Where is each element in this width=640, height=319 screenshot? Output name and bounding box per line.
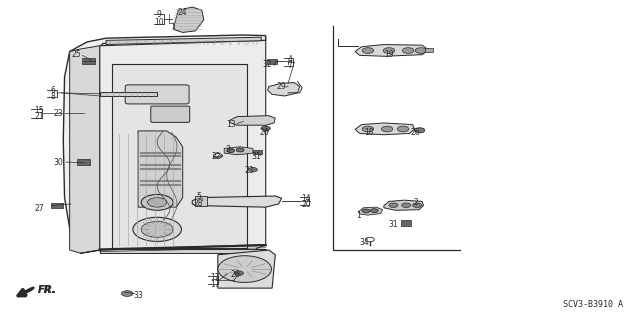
Polygon shape xyxy=(384,200,424,210)
Text: 23: 23 xyxy=(245,166,255,175)
Bar xyxy=(195,196,207,205)
Text: 23: 23 xyxy=(53,109,63,118)
Polygon shape xyxy=(173,7,204,33)
Circle shape xyxy=(234,271,243,275)
Text: 32: 32 xyxy=(263,60,273,69)
Polygon shape xyxy=(224,147,253,155)
Text: 15: 15 xyxy=(34,106,44,115)
Text: 21: 21 xyxy=(35,112,44,121)
Text: 27: 27 xyxy=(34,204,44,213)
Text: 33: 33 xyxy=(133,291,143,300)
Text: 26: 26 xyxy=(231,270,241,279)
Text: 9: 9 xyxy=(157,11,161,19)
Text: 7: 7 xyxy=(287,61,292,70)
Text: 6: 6 xyxy=(51,86,56,95)
Polygon shape xyxy=(192,196,282,207)
Polygon shape xyxy=(355,45,429,56)
Circle shape xyxy=(362,126,374,132)
Text: 31: 31 xyxy=(388,220,398,229)
Bar xyxy=(83,58,95,64)
Polygon shape xyxy=(229,116,275,125)
Bar xyxy=(267,59,277,64)
Polygon shape xyxy=(100,41,266,250)
Bar xyxy=(100,92,157,96)
Text: 25: 25 xyxy=(71,50,81,59)
Circle shape xyxy=(141,221,173,237)
Text: 3: 3 xyxy=(225,145,230,154)
Circle shape xyxy=(141,195,173,210)
Circle shape xyxy=(389,203,398,207)
Circle shape xyxy=(415,128,425,133)
Text: 4: 4 xyxy=(287,55,292,64)
Text: 10: 10 xyxy=(154,19,164,27)
Text: 24: 24 xyxy=(178,8,188,17)
Circle shape xyxy=(133,217,181,241)
Text: 17: 17 xyxy=(210,279,220,288)
Text: 30: 30 xyxy=(53,158,63,167)
Circle shape xyxy=(362,209,370,213)
Text: 1: 1 xyxy=(356,211,361,219)
Circle shape xyxy=(248,167,257,172)
Text: FR.: FR. xyxy=(38,285,57,295)
Circle shape xyxy=(413,203,422,207)
Circle shape xyxy=(122,291,133,296)
Text: FR.: FR. xyxy=(38,285,56,295)
Circle shape xyxy=(397,126,409,132)
FancyBboxPatch shape xyxy=(151,106,189,122)
Circle shape xyxy=(261,126,270,130)
Text: SCV3-B3910 A: SCV3-B3910 A xyxy=(563,300,623,309)
Polygon shape xyxy=(63,35,266,253)
Bar xyxy=(113,64,246,249)
Text: 8: 8 xyxy=(51,93,56,101)
Polygon shape xyxy=(358,207,383,215)
Text: 2: 2 xyxy=(413,198,418,207)
Bar xyxy=(77,159,90,165)
Circle shape xyxy=(403,48,414,53)
Polygon shape xyxy=(106,37,261,45)
Text: 28: 28 xyxy=(194,198,204,208)
Text: 29: 29 xyxy=(277,82,287,91)
Polygon shape xyxy=(218,250,275,288)
Text: 5: 5 xyxy=(196,191,201,201)
Circle shape xyxy=(381,126,393,132)
Polygon shape xyxy=(268,83,300,96)
Text: 14: 14 xyxy=(301,194,311,203)
Circle shape xyxy=(371,209,378,212)
Circle shape xyxy=(362,48,374,53)
Bar xyxy=(51,203,63,208)
Text: 20: 20 xyxy=(301,200,311,209)
Circle shape xyxy=(148,197,167,207)
Polygon shape xyxy=(70,46,100,253)
Bar xyxy=(100,249,266,253)
Text: 22: 22 xyxy=(212,152,221,161)
Circle shape xyxy=(383,48,395,53)
Circle shape xyxy=(402,203,411,207)
Text: 31: 31 xyxy=(252,152,261,161)
Text: 34: 34 xyxy=(360,238,369,247)
Text: 18: 18 xyxy=(364,128,374,137)
Bar xyxy=(401,220,412,226)
Text: 26: 26 xyxy=(411,128,420,137)
Text: 19: 19 xyxy=(384,49,394,59)
Circle shape xyxy=(227,149,234,152)
Polygon shape xyxy=(138,131,182,207)
Text: 13: 13 xyxy=(226,120,236,129)
Bar xyxy=(253,150,262,154)
Circle shape xyxy=(415,48,427,53)
FancyBboxPatch shape xyxy=(125,85,189,104)
Polygon shape xyxy=(355,123,415,135)
Circle shape xyxy=(218,256,271,282)
Text: 26: 26 xyxy=(260,128,269,137)
Text: 12: 12 xyxy=(210,272,220,281)
Circle shape xyxy=(236,148,244,152)
Bar xyxy=(426,48,433,52)
